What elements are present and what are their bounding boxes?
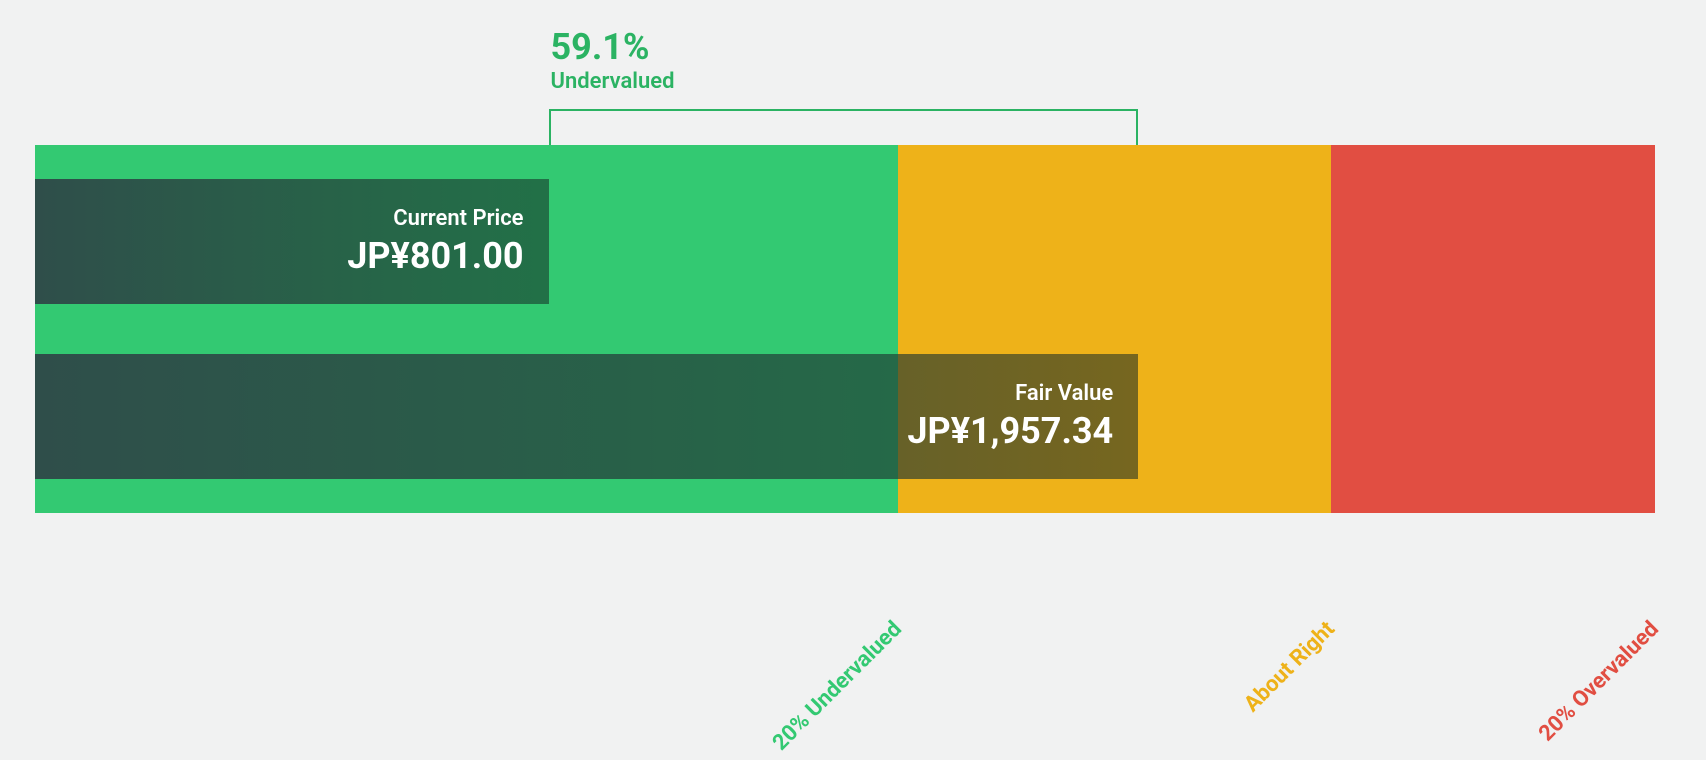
zone-label-about-right: About Right (1181, 617, 1340, 760)
zone-label-overvalued: 20% Overvalued (1505, 617, 1664, 760)
callout-tick-left (549, 109, 551, 145)
bar-current-price: Current Price JP¥801.00 (35, 179, 549, 304)
zone-overvalued (1331, 145, 1655, 513)
bar-current-price-value: JP¥801.00 (347, 235, 523, 277)
callout-subtext: Undervalued (551, 69, 675, 94)
zone-label-undervalued: 20% Undervalued (748, 617, 907, 760)
callout-connector-line (549, 109, 1139, 111)
callout-percentage: 59.1% (551, 29, 675, 67)
bar-fair-value-label: Fair Value (1015, 381, 1113, 406)
callout-tick-right (1136, 109, 1138, 145)
bar-fair-value: Fair Value JP¥1,957.34 (35, 354, 1138, 479)
valuation-callout: 59.1% Undervalued (551, 29, 675, 94)
bar-fair-value-value: JP¥1,957.34 (907, 410, 1113, 452)
valuation-chart: Current Price JP¥801.00 Fair Value JP¥1,… (35, 145, 1655, 513)
bar-current-price-label: Current Price (393, 206, 523, 231)
